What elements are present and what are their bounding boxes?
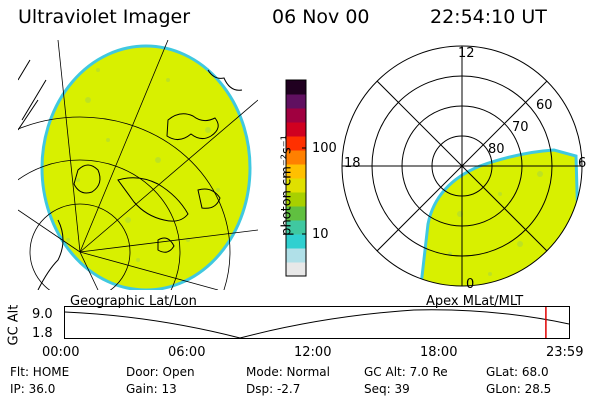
instrument-title: Ultraviolet Imager — [18, 6, 191, 28]
colorbar-segment — [286, 248, 306, 263]
altitude-xtick-1800: 18:00 — [420, 345, 458, 360]
colorbar-segment — [286, 94, 306, 109]
altitude-xtick-1200: 12:00 — [294, 345, 332, 360]
status-glon: GLon: 28.5 — [486, 382, 552, 396]
altitude-curve — [64, 309, 570, 339]
altitude-plot-frame — [64, 306, 570, 339]
polar-mlat-mlt-plot — [341, 45, 583, 287]
aurora-oval — [418, 148, 582, 286]
status-mode: Mode: Normal — [246, 365, 330, 379]
status-seq: Seq: 39 — [364, 382, 410, 396]
lat-lon-grid — [18, 40, 258, 290]
status-door: Door: Open — [126, 365, 195, 379]
colorbar-segment — [286, 206, 306, 221]
altitude-xtick-2359: 23:59 — [546, 345, 584, 360]
colorbar-segment — [286, 234, 306, 249]
colorbar-segment — [286, 122, 306, 137]
date-label: 06 Nov 00 — [272, 6, 370, 28]
colorbar-tick-10: 10 — [312, 227, 329, 242]
status-flt: Flt: HOME — [10, 365, 70, 379]
apex-panel-label: Apex MLat/MLT — [426, 294, 524, 309]
mlt-label-6: 6 — [578, 156, 587, 171]
status-ip: IP: 36.0 — [10, 382, 56, 396]
colorbar-segment — [286, 192, 306, 207]
aurora-texture — [66, 68, 220, 262]
colorbar-segment — [286, 164, 306, 179]
time-label: 22:54:10 UT — [430, 6, 547, 28]
altitude-xtick-0000: 00:00 — [42, 345, 80, 360]
geographic-panel-label: Geographic Lat/Lon — [70, 294, 197, 309]
coastlines — [18, 59, 243, 290]
altitude-ylabel: GC Alt — [6, 304, 22, 346]
colorbar-segment — [286, 220, 306, 235]
colorbar-segment — [286, 80, 306, 95]
altitude-ytick-9: 9.0 — [32, 307, 53, 322]
colorbar-unit-label: photon cm⁻²s⁻¹ — [279, 135, 295, 236]
mlt-label-18: 18 — [344, 156, 361, 171]
mlat-label-70: 70 — [512, 120, 529, 135]
status-gc-alt: GC Alt: 7.0 Re — [364, 365, 448, 379]
altitude-ytick-1-8: 1.8 — [32, 326, 53, 341]
aurora-disk — [40, 44, 252, 290]
geographic-image — [18, 40, 258, 290]
mlt-label-0: 0 — [466, 277, 475, 292]
mlat-label-60: 60 — [536, 98, 553, 113]
altitude-plot — [64, 306, 570, 339]
colorbar-segment — [286, 150, 306, 165]
colorbar-gradient — [286, 80, 306, 277]
status-gain: Gain: 13 — [126, 382, 177, 396]
colorbar-segment — [286, 178, 306, 193]
status-glat: GLat: 68.0 — [486, 365, 549, 379]
altitude-xtick-0600: 06:00 — [168, 345, 206, 360]
colorbar-segment — [286, 136, 306, 151]
mlt-label-12: 12 — [458, 46, 475, 61]
polar-grid — [341, 45, 583, 287]
colorbar — [285, 79, 307, 277]
mlat-label-80: 80 — [488, 142, 505, 157]
status-dsp: Dsp: -2.7 — [246, 382, 301, 396]
colorbar-segment — [286, 108, 306, 123]
colorbar-segment — [286, 262, 306, 277]
colorbar-tick-100: 100 — [312, 141, 337, 156]
